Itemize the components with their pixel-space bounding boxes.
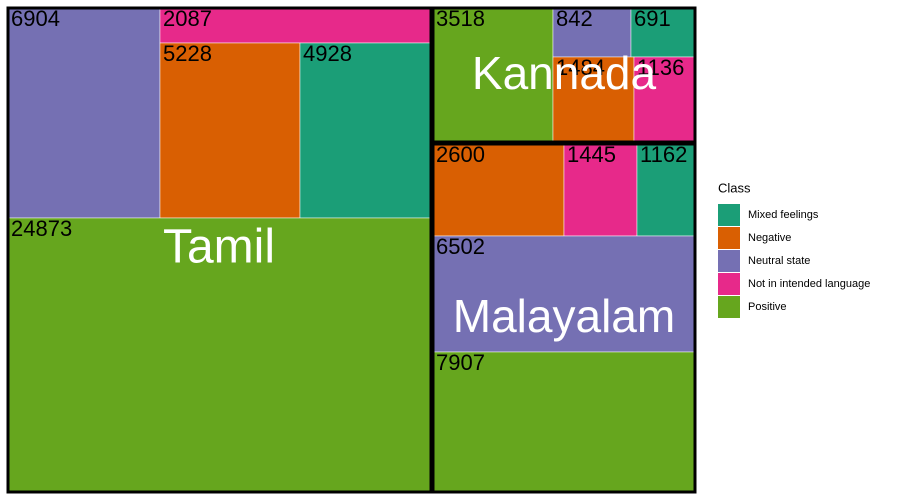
- legend-label: Mixed feelings: [748, 209, 819, 221]
- treemap-cell: [552, 7, 632, 58]
- group-border: [431, 142, 697, 494]
- treemap-cell: [432, 143, 565, 237]
- value-label: 5228: [163, 41, 212, 66]
- value-label: 2087: [163, 6, 212, 31]
- value-label: 2600: [436, 142, 485, 167]
- value-label: 4928: [303, 41, 352, 66]
- group-border: [6, 6, 433, 494]
- legend-title: Class: [718, 180, 751, 195]
- group-border: [431, 6, 697, 144]
- treemap-cell: [159, 42, 301, 219]
- group-label: Malayalam: [453, 290, 675, 342]
- legend-swatch: [718, 273, 740, 295]
- treemap-cell: [159, 7, 432, 44]
- value-label: 1445: [567, 142, 616, 167]
- value-label: 1162: [640, 142, 687, 167]
- treemap-cell: [432, 235, 696, 353]
- value-label: 7907: [436, 350, 485, 375]
- legend-swatch: [718, 250, 740, 272]
- value-label: 3518: [436, 6, 485, 31]
- legend-label: Not in intended language: [748, 278, 870, 290]
- value-label: 842: [556, 6, 593, 31]
- treemap-cell: [633, 56, 696, 143]
- value-label: 6904: [11, 6, 60, 31]
- group-label: Kannada: [472, 47, 657, 99]
- treemap-cell: [7, 7, 161, 219]
- treemap-cell: [7, 217, 432, 493]
- value-label: 1136: [637, 55, 684, 80]
- value-label: 6502: [436, 234, 485, 259]
- group-label: Tamil: [163, 221, 275, 274]
- legend-swatch: [718, 204, 740, 226]
- value-label: 24873: [11, 216, 72, 241]
- value-label: 1484: [556, 55, 605, 80]
- treemap-cell: [552, 56, 635, 143]
- value-label: 691: [634, 6, 671, 31]
- legend-label: Neutral state: [748, 255, 810, 267]
- treemap-cell: [432, 351, 696, 493]
- treemap-cell: [636, 143, 696, 237]
- legend-label: Negative: [748, 232, 791, 244]
- legend-swatch: [718, 227, 740, 249]
- legend-swatch: [718, 296, 740, 318]
- legend-label: Positive: [748, 301, 787, 313]
- treemap-cell: [299, 42, 432, 219]
